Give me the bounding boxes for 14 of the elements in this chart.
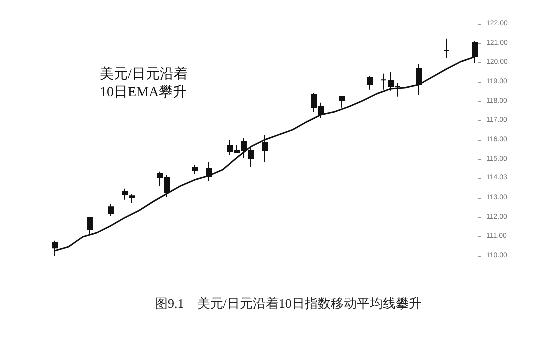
candlestick — [262, 134, 268, 163]
candlestick — [87, 216, 93, 236]
candlestick — [416, 64, 422, 96]
candlestick — [122, 188, 128, 200]
candlestick — [129, 193, 135, 204]
candlestick — [381, 73, 387, 90]
annotation: 美元/日元沿着 10日EMA攀升 — [100, 66, 188, 100]
candlestick — [444, 38, 450, 59]
candlestick — [339, 96, 345, 108]
candlestick — [367, 76, 373, 90]
candlestick — [108, 203, 114, 216]
text: 图9.1 美元/日元沿着10日指数移动平均线攀升 — [155, 296, 422, 311]
candlestick — [206, 162, 212, 182]
candlestick — [192, 164, 198, 175]
